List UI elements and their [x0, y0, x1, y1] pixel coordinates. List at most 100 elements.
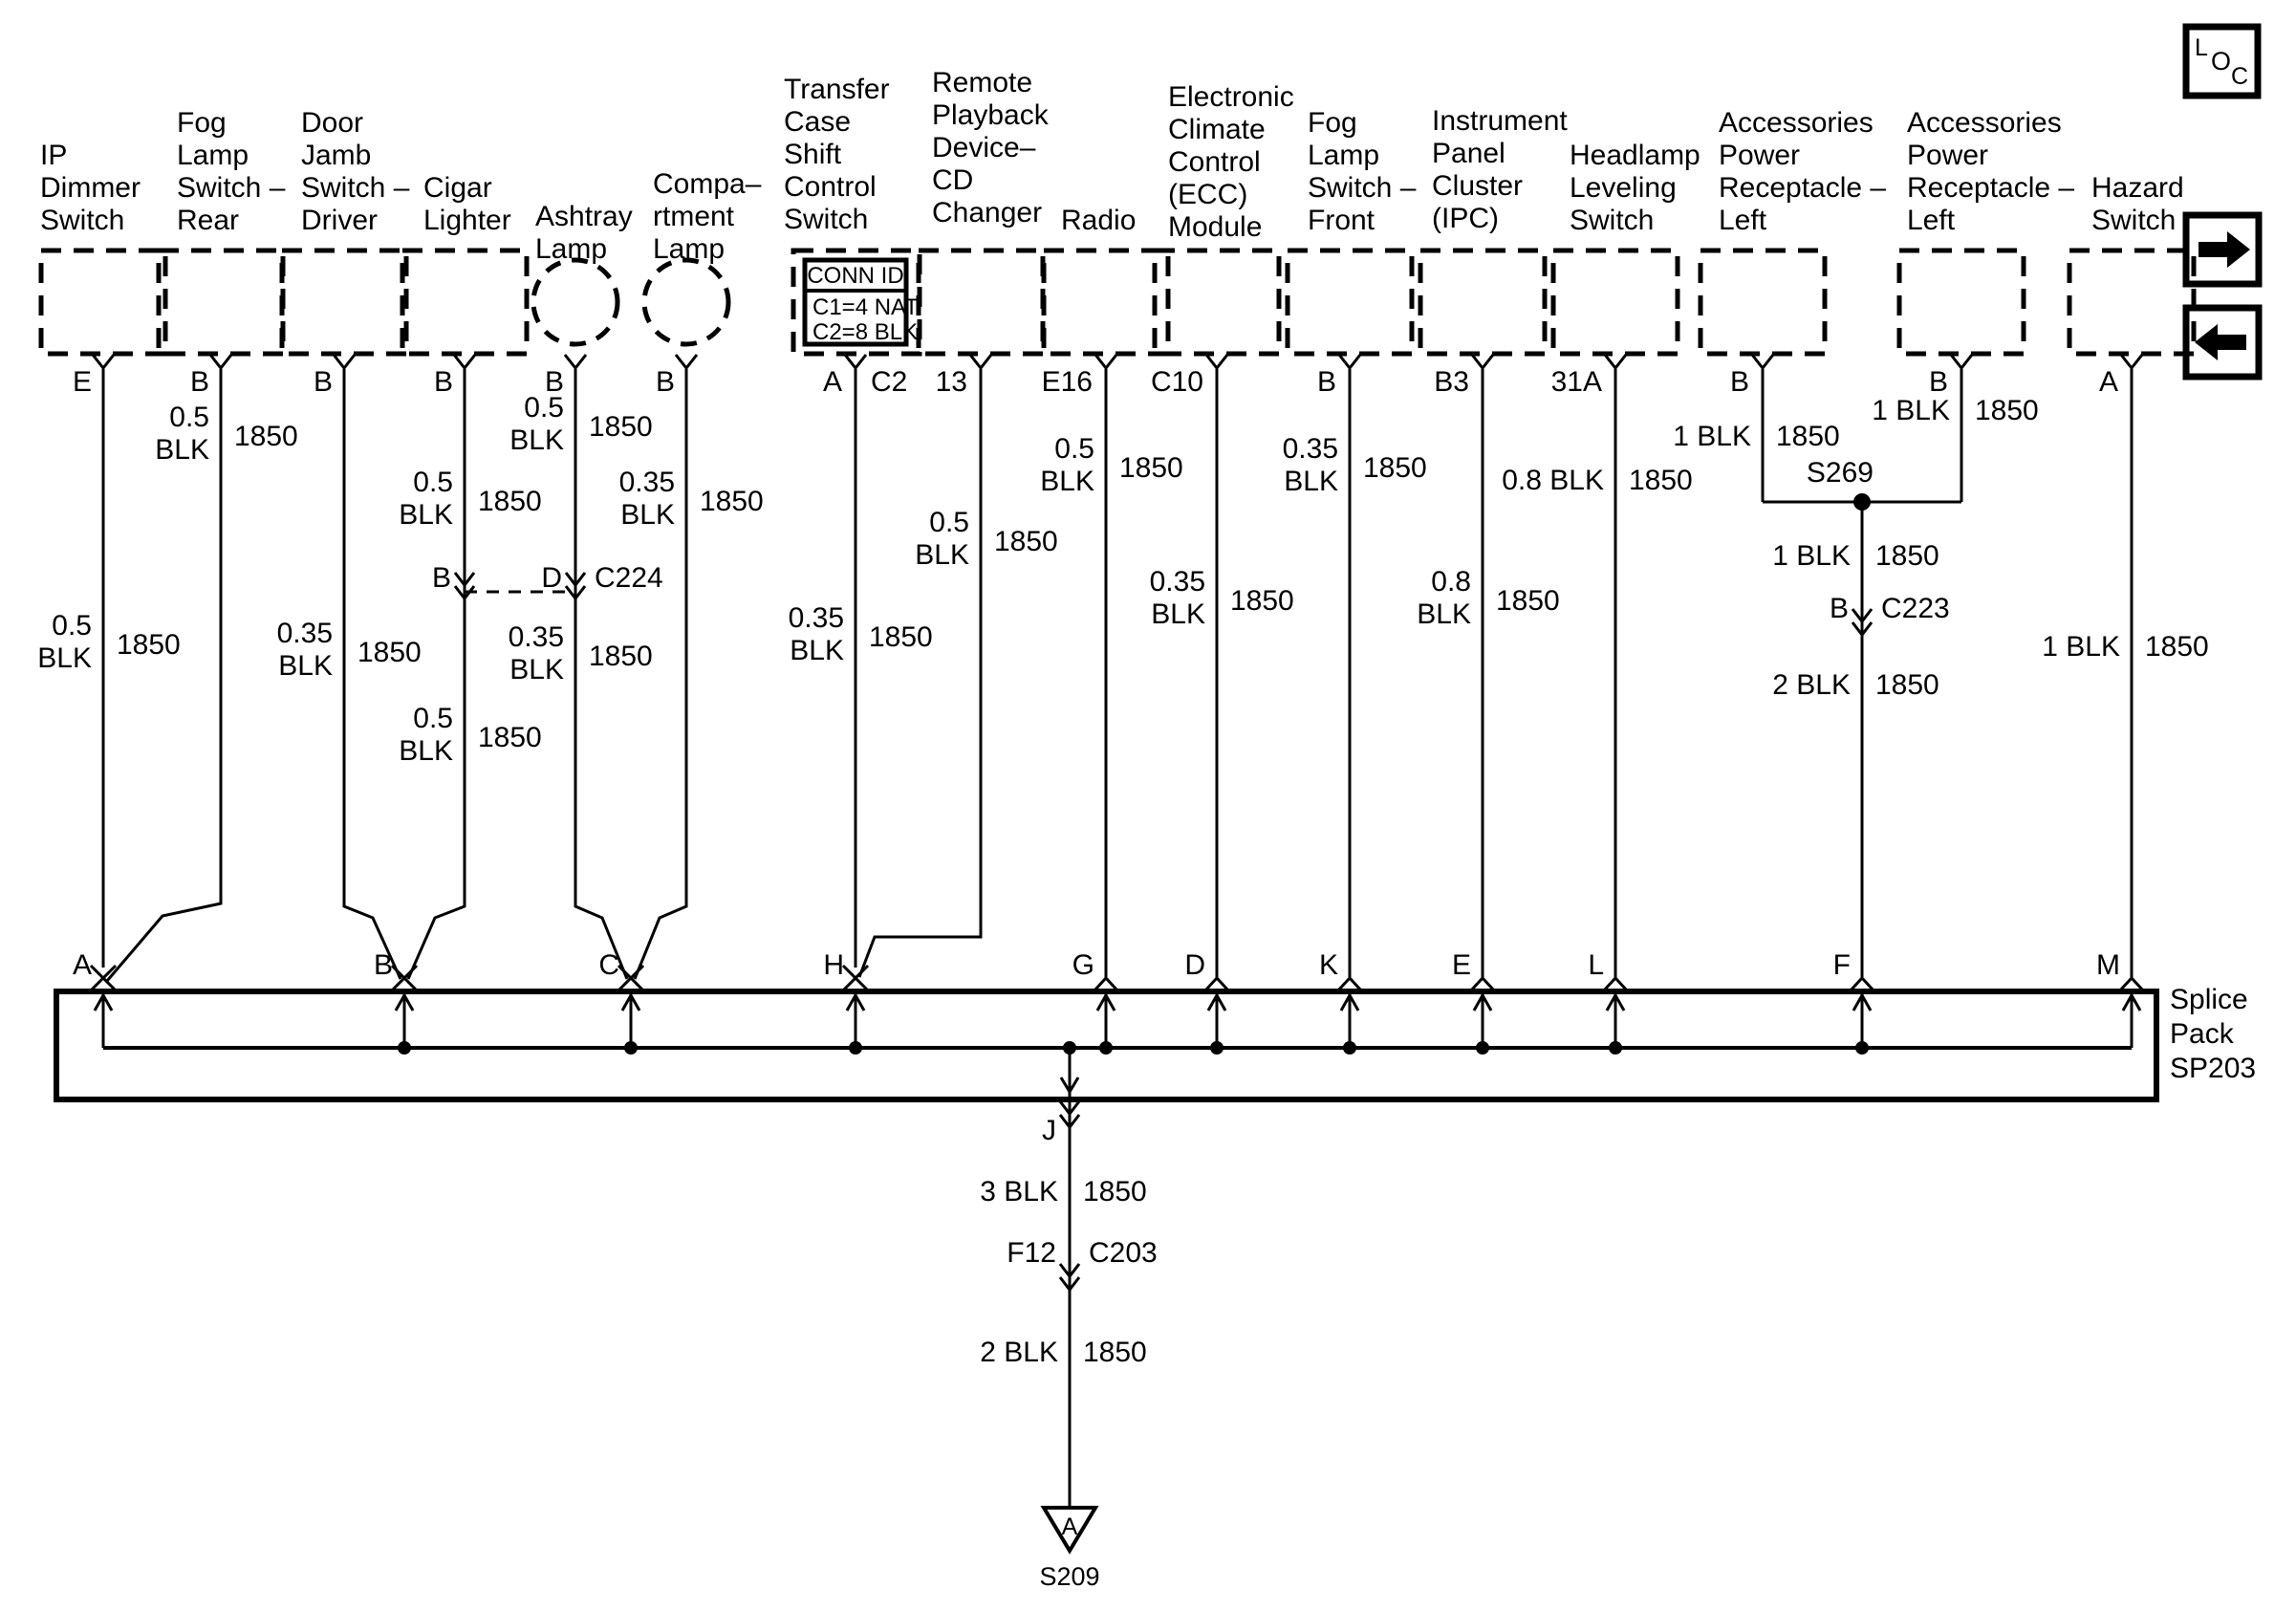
box-remote-playback-device-cd-changer: [916, 248, 1046, 357]
splice-pack-label: Splice Pack SP203: [2170, 984, 2257, 1084]
ground-symbol-s209: [1040, 1506, 1099, 1555]
next-page-arrow-button[interactable]: [2182, 211, 2263, 288]
loc-icon-letter-l: L: [2195, 34, 2208, 61]
wire-circuit-fog-front: 1850: [1363, 452, 1427, 484]
wire-circuit-acc2: 1850: [1975, 395, 2039, 426]
splice-pack-output-stub: [1059, 1048, 1080, 1098]
label-door-jamb-switch-driver: Door Jamb Switch – Driver: [301, 107, 410, 236]
pin-hazard: A: [2098, 366, 2118, 398]
wire-size-ecc: 0.35 BLK: [1149, 566, 1205, 630]
pin-headlamp: 31A: [1550, 366, 1602, 398]
pin-ipc: B3: [1434, 366, 1469, 398]
box-cigar-lighter: [400, 248, 530, 357]
loc-icon-letter-o: O: [2211, 47, 2232, 76]
wire-circuit-cd: 1850: [994, 526, 1058, 557]
wire-circuit-ecc: 1850: [1230, 585, 1294, 617]
wire-size-acc2: 1 BLK: [1872, 395, 1950, 426]
wire-size-door-jamb: 0.35 BLK: [276, 618, 333, 682]
splice-s209-label: S209: [1039, 1562, 1100, 1591]
wire-circuit-cigar-upper: 1850: [478, 486, 542, 517]
label-headlamp-leveling-switch: Headlamp Leveling Switch: [1570, 140, 1700, 236]
wire-circuit-cigar-lower: 1850: [478, 722, 542, 753]
box-fog-lamp-switch-rear: [156, 248, 286, 357]
wire-circuit-fog-rear: 1850: [234, 421, 298, 452]
label-ecc-module: Electronic Climate Control (ECC) Module: [1168, 81, 1294, 243]
loc-icon-box[interactable]: [2182, 23, 2262, 99]
label-radio: Radio: [1061, 205, 1137, 236]
wire-size-splice-out-lower: 2 BLK: [980, 1337, 1058, 1368]
terminal-h: H: [823, 949, 844, 981]
wire-ashtray-lamp: [574, 369, 629, 980]
wire-size-cigar-lower: 0.5 BLK: [399, 703, 453, 767]
splice-s269-dot: [1853, 493, 1871, 511]
wire-compartment-lamp: [633, 369, 688, 980]
box-headlamp-leveling-switch: [1550, 248, 1680, 357]
box-ip-dimmer-switch: [38, 248, 168, 357]
wire-size-transfer: 0.35 BLK: [788, 602, 844, 666]
splice-pack-terminal-stubs: [93, 991, 2142, 1098]
wire-size-radio: 0.5 BLK: [1040, 433, 1094, 497]
splice-pack-outline: [54, 989, 2159, 1102]
conn-transfer-case-c2: C2: [871, 366, 908, 398]
label-accessories-power-receptacle-left-1: Accessories Power Receptacle – Left: [1719, 107, 1887, 236]
c223-pin: B: [1829, 593, 1849, 624]
label-instrument-panel-cluster: Instrument Panel Cluster (IPC): [1432, 105, 1568, 234]
wire-size-s269-stem: 1 BLK: [1772, 540, 1851, 572]
loc-icon-letter-c: C: [2231, 63, 2249, 90]
label-ip-dimmer-switch: IP Dimmer Switch: [40, 140, 141, 236]
wire-size-fog-front: 0.35 BLK: [1282, 433, 1338, 497]
box-hazard-switch: [2067, 248, 2197, 357]
terminal-k: K: [1318, 949, 1338, 981]
pin-cd-changer: 13: [935, 366, 967, 398]
box-accessories-power-receptacle-left-2: [1896, 248, 2026, 357]
connector-c224-symbol: [453, 572, 587, 601]
conn-id-header: CONN ID: [807, 263, 904, 289]
wire-size-hazard: 1 BLK: [2042, 631, 2120, 663]
wire-size-ashtray-upper: 0.5 BLK: [509, 392, 564, 456]
wire-size-cd: 0.5 BLK: [915, 507, 969, 571]
box-accessories-power-receptacle-left-1: [1698, 248, 1828, 357]
prev-page-arrow-button[interactable]: [2182, 304, 2263, 381]
c224-left-pin: B: [431, 562, 451, 594]
pin-fog-rear: B: [189, 366, 209, 398]
wire-circuit-headlamp: 1850: [1629, 465, 1693, 496]
ground-wires: [101, 369, 2134, 1508]
wire-size-ashtray-lower: 0.35 BLK: [508, 621, 564, 685]
ground-pin-a: A: [1061, 1513, 1078, 1540]
wire-size-compartment: 0.35 BLK: [618, 467, 675, 531]
terminal-a: A: [72, 949, 92, 981]
wire-size-acc1: 1 BLK: [1673, 421, 1751, 452]
box-fog-lamp-switch-front: [1285, 248, 1415, 357]
c203-pin: F12: [1007, 1237, 1056, 1269]
c223-label: C223: [1881, 593, 1950, 624]
terminal-d: D: [1184, 949, 1205, 981]
label-transfer-case-shift-control-switch: Transfer Case Shift Control Switch: [784, 74, 890, 235]
conn-id-row2: C2=8 BLK: [812, 319, 919, 345]
right-arrow-icon: [2199, 231, 2250, 268]
component-outline-boxes: [38, 248, 2197, 357]
wire-circuit-transfer: 1850: [869, 621, 933, 653]
pin-radio: E16: [1041, 366, 1093, 398]
wire-size-ipc: 0.8 BLK: [1417, 566, 1471, 630]
wire-circuit-s269-lower: 1850: [1875, 669, 1939, 701]
label-cigar-lighter: Cigar Lighter: [423, 172, 511, 236]
circle-ashtray-lamp: [531, 257, 620, 347]
wire-cigar-lighter: [406, 369, 466, 980]
splice-terminal-arrowheads: [89, 964, 2145, 992]
terminal-l: L: [1588, 949, 1604, 981]
pin-cigar: B: [433, 366, 453, 398]
c203-label: C203: [1089, 1237, 1158, 1269]
wire-circuit-splice-out-lower: 1850: [1083, 1337, 1147, 1368]
wire-fog-lamp-rear: [105, 369, 223, 982]
pin-fog-front: B: [1316, 366, 1336, 398]
connector-c223-symbol: [1851, 608, 1874, 638]
terminal-c: C: [598, 949, 619, 981]
left-arrow-icon: [2195, 324, 2246, 360]
pin-compartment: B: [655, 366, 675, 398]
wire-size-ip: 0.5 BLK: [37, 610, 92, 674]
terminal-m: M: [2096, 949, 2120, 981]
terminal-g: G: [1072, 949, 1094, 981]
box-radio: [1041, 248, 1171, 357]
